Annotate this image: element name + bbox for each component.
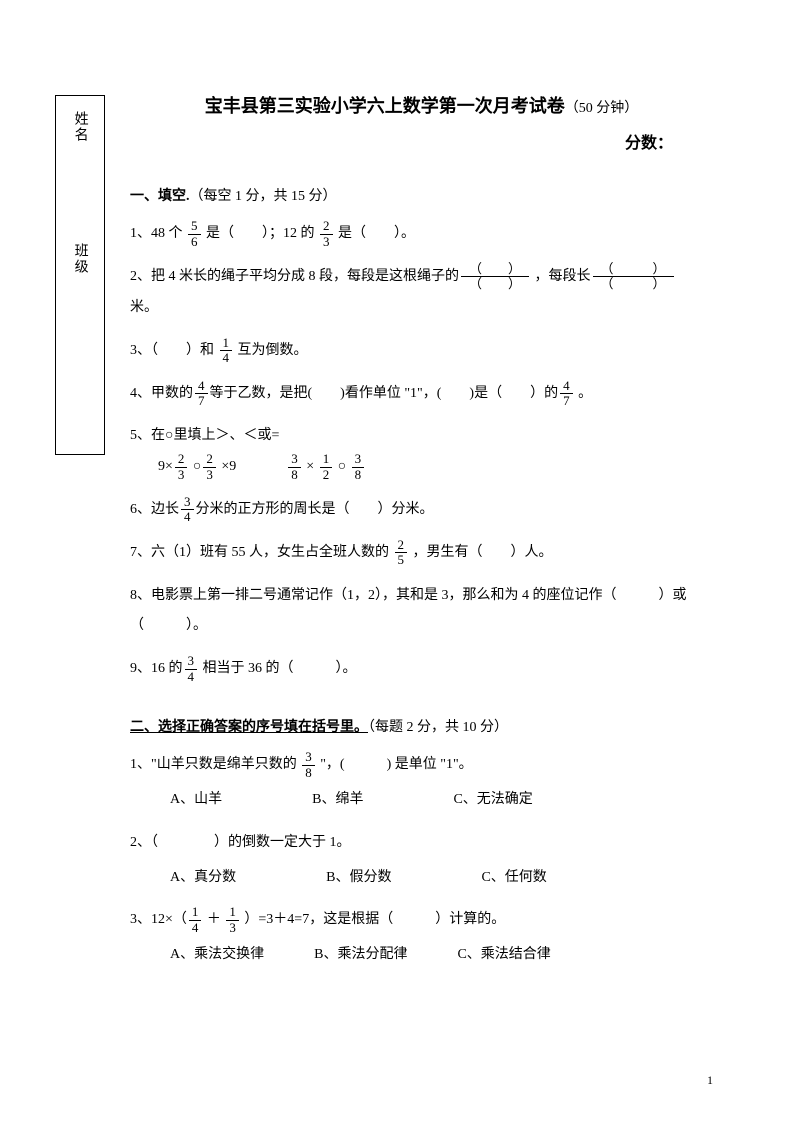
fraction: 34 — [181, 495, 194, 525]
page-number: 1 — [707, 1070, 713, 1092]
q2-1-options: A、山羊 B、绵羊 C、无法确定 — [130, 785, 713, 816]
fraction: 34 — [185, 654, 198, 684]
class-label: 班级 — [67, 243, 92, 275]
option-a: A、乘法交换律 — [170, 940, 264, 971]
section-2-main: 二、选择正确答案的序号填在括号里。 — [130, 720, 368, 735]
fraction: 25 — [395, 538, 408, 568]
q1-8: 8、电影票上第一排二号通常记作（1，2），其和是 3，那么和为 4 的座位记作（… — [130, 581, 713, 643]
fraction: 23 — [175, 452, 188, 482]
fraction: 38 — [302, 750, 315, 780]
fraction: 14 — [189, 905, 202, 935]
fraction: 38 — [352, 452, 365, 482]
q1-2: 2、把 4 米长的绳子平均分成 8 段，每段是这根绳子的（ ）（ ） ，每段长（… — [130, 262, 713, 324]
section-2-note: （每题 2 分，共 10 分） — [368, 720, 508, 735]
q1-1: 1、48 个 56 是（ ）；12 的 23 是（ ）。 — [130, 219, 713, 250]
fraction: 14 — [220, 336, 233, 366]
option-a: A、山羊 — [170, 785, 222, 816]
blank-fraction: （ ）（ ） — [593, 262, 674, 292]
option-b: B、乘法分配律 — [314, 940, 407, 971]
q2-3-options: A、乘法交换律 B、乘法分配律 C、乘法结合律 — [130, 940, 713, 971]
exam-title: 宝丰县第三实验小学六上数学第一次月考试卷（50 分钟） — [130, 90, 713, 122]
q1-4: 4、甲数的47等于乙数，是把( )看作单位 "1"，( )是（ ）的47 。 — [130, 379, 713, 410]
option-c: C、任何数 — [481, 863, 546, 894]
blank-fraction: （ ）（ ） — [461, 262, 529, 292]
fraction: 38 — [288, 452, 301, 482]
section-1-main: 一、填空. — [130, 189, 190, 204]
title-time: （50 分钟） — [565, 101, 639, 116]
section-1-title: 一、填空.（每空 1 分，共 15 分） — [130, 184, 713, 209]
option-c: C、无法确定 — [453, 785, 532, 816]
fraction: 56 — [188, 219, 201, 249]
q2-1: 1、"山羊只数是绵羊只数的 38 "，( ) 是单位 "1"。 A、山羊B、绵羊… — [130, 750, 713, 816]
q1-6: 6、边长34分米的正方形的周长是（ ）分米。 — [130, 495, 713, 526]
q2-3: 3、12×（14 ＋ 13 ）=3＋4=7，这是根据（ ）计算的。 A、乘法交换… — [130, 905, 713, 971]
fraction: 23 — [203, 452, 216, 482]
fraction: 47 — [560, 379, 573, 409]
option-a: A、真分数 — [170, 863, 236, 894]
name-label: 姓名 — [67, 111, 92, 143]
student-info-box: 姓名 班级 — [55, 95, 105, 455]
q2-2-options: A、真分数 B、假分数 C、任何数 — [130, 863, 713, 894]
score-label: 分数： — [130, 130, 713, 159]
q1-7: 7、六（1）班有 55 人，女生占全班人数的 25 ，男生有（ ）人。 — [130, 538, 713, 569]
option-b: B、绵羊 — [312, 785, 363, 816]
fraction: 12 — [320, 452, 333, 482]
q2-2: 2、（ ）的倒数一定大于 1。 A、真分数B、假分数C、任何数 — [130, 828, 713, 894]
option-c: C、乘法结合律 — [457, 940, 550, 971]
title-main: 宝丰县第三实验小学六上数学第一次月考试卷 — [205, 96, 565, 116]
section-1-note: （每空 1 分，共 15 分） — [190, 189, 337, 204]
fraction: 13 — [226, 905, 239, 935]
q1-3: 3、（ ）和 14 互为倒数。 — [130, 336, 713, 367]
q1-5: 5、在○里填上＞、＜或= 9×23 ○23 ×938 × 12 ○ 38 — [130, 421, 713, 483]
option-b: B、假分数 — [326, 863, 391, 894]
q1-9: 9、16 的34 相当于 36 的（ ）。 — [130, 654, 713, 685]
fraction: 23 — [320, 219, 333, 249]
section-2-title: 二、选择正确答案的序号填在括号里。（每题 2 分，共 10 分） — [130, 715, 713, 740]
fraction: 47 — [195, 379, 208, 409]
